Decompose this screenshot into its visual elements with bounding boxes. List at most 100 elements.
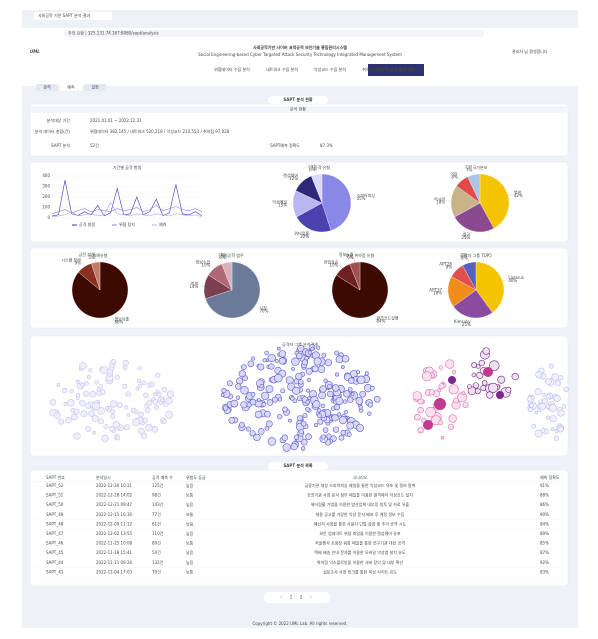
field-label: SAPT 분석 [51, 142, 70, 148]
slice-label: Kimsuky [454, 319, 471, 324]
graph-node [486, 391, 494, 399]
graph-node [293, 434, 300, 440]
graph-node [356, 370, 361, 375]
graph-node [290, 443, 298, 451]
graph-node [348, 377, 355, 384]
slice-label: 금전 피해 [79, 251, 95, 257]
page-link[interactable]: › [310, 595, 312, 600]
page-link[interactable]: ‹ [280, 595, 282, 600]
slice-label: 랜섬웨어 [283, 172, 298, 178]
slice-label: 스피어피싱 [357, 192, 376, 198]
nav-tab[interactable]: 악성코드 수집 분석 [314, 66, 346, 72]
pie-slice [296, 202, 332, 233]
table-cell[interactable]: SAPT_48 [46, 521, 64, 526]
nav-tab[interactable]: 네트워크 수집 분석 [266, 66, 298, 72]
field-label: SAPT예측 정확도 [270, 142, 300, 148]
graph-node [548, 404, 557, 412]
graph-node [546, 394, 552, 400]
slice-value: 6% [219, 255, 226, 260]
graph-node [134, 409, 139, 415]
graph-node [155, 372, 161, 378]
table-cell: 77건 [152, 511, 161, 517]
active-tab[interactable] [368, 64, 424, 76]
graph-node [300, 446, 306, 451]
browser-tab[interactable] [34, 12, 112, 20]
nav-tab[interactable]: 위협데이터 수집 분석 [214, 66, 250, 72]
subtab[interactable] [36, 84, 58, 91]
graph-node [311, 365, 319, 373]
leader-line [225, 256, 227, 263]
table-cell: 92% [540, 560, 549, 565]
leader-line [467, 257, 470, 263]
slice-label: 기타 [465, 163, 473, 169]
table-cell: 2022-12-02 13:55 [96, 531, 133, 536]
y-tick-label: 400 [42, 173, 50, 178]
field-label: 분석대상 기간 [47, 117, 71, 123]
page-link[interactable]: 2 [300, 595, 303, 600]
subtab[interactable] [84, 84, 106, 91]
subtab-label[interactable]: 예측 [67, 84, 75, 90]
graph-node [474, 388, 481, 395]
graph-node [545, 378, 552, 385]
graph-hub [423, 420, 433, 430]
pie-slice [205, 261, 261, 319]
slice-label: 미끼 [191, 280, 199, 286]
graph-node [82, 390, 90, 397]
leader-line [508, 194, 514, 196]
table-cell[interactable]: SAPT_46 [46, 541, 64, 546]
table-cell: 공공기관 사칭 문서 첨부 메일을 이용한 원격제어 악성코드 설치 [307, 492, 413, 498]
table-cell: 워터링홀 기법을 이용한 방산업체 내부망 침투 및 자료 유출 [311, 501, 410, 507]
graph-node [56, 383, 61, 387]
graph-node [254, 410, 263, 419]
graph-node [445, 359, 455, 369]
graph-node [278, 350, 287, 358]
graph-node [109, 408, 116, 415]
graph-node [355, 423, 364, 432]
graph-node [320, 434, 326, 440]
graph-node [291, 367, 295, 371]
graph-node [49, 399, 57, 406]
chart-title: 공격 유형 [314, 164, 330, 170]
graph-node [86, 375, 91, 380]
graph-node [89, 390, 97, 398]
table-cell: 보통 [186, 492, 194, 498]
table-cell[interactable]: SAPT_51 [46, 493, 64, 498]
table-cell[interactable]: SAPT_47 [46, 531, 64, 536]
graph-node [158, 400, 163, 405]
graph-node [221, 388, 227, 394]
graph-node [280, 388, 286, 394]
table-cell[interactable]: SAPT_50 [46, 502, 64, 507]
graph-node [80, 383, 85, 388]
table-cell[interactable]: SAPT_45 [46, 550, 64, 555]
subtab[interactable] [60, 84, 82, 91]
table-cell: 2022-12-28 14:02 [96, 493, 133, 498]
table-cell[interactable]: SAPT_44 [46, 560, 64, 565]
table-cell: 91% [540, 483, 549, 488]
table-cell: 보통 [186, 511, 194, 517]
graph-node [265, 385, 274, 393]
leader-line [470, 317, 472, 324]
section-heading-bg [268, 96, 328, 104]
page-link[interactable]: 1 [290, 595, 293, 600]
graph-node [288, 418, 292, 423]
slice-label: 악성메일 [272, 199, 287, 205]
graph-node [417, 406, 424, 414]
table-cell[interactable]: SAPT_43 [46, 569, 64, 574]
graph-node [250, 392, 256, 397]
subtab-label[interactable]: 설정 [91, 84, 99, 90]
graph-node [264, 426, 270, 431]
subtab-label[interactable]: 분석 [43, 84, 51, 90]
graph-node [266, 399, 274, 406]
nav-tab[interactable]: 취약점데이터 수집 분석 [362, 66, 402, 72]
graph-node [343, 409, 348, 415]
table-cell[interactable]: SAPT_52 [46, 483, 64, 488]
graph-node [482, 347, 490, 355]
table-cell: 보통 [186, 568, 194, 574]
table-cell[interactable]: SAPT_49 [46, 512, 64, 517]
nav-tab[interactable]: SAPT 분석 결과 예측 [377, 66, 415, 72]
table-cell: 90% [540, 512, 549, 517]
graph-node [80, 410, 88, 418]
subheading: 분석 현황 [290, 106, 306, 112]
graph-node [438, 365, 443, 370]
